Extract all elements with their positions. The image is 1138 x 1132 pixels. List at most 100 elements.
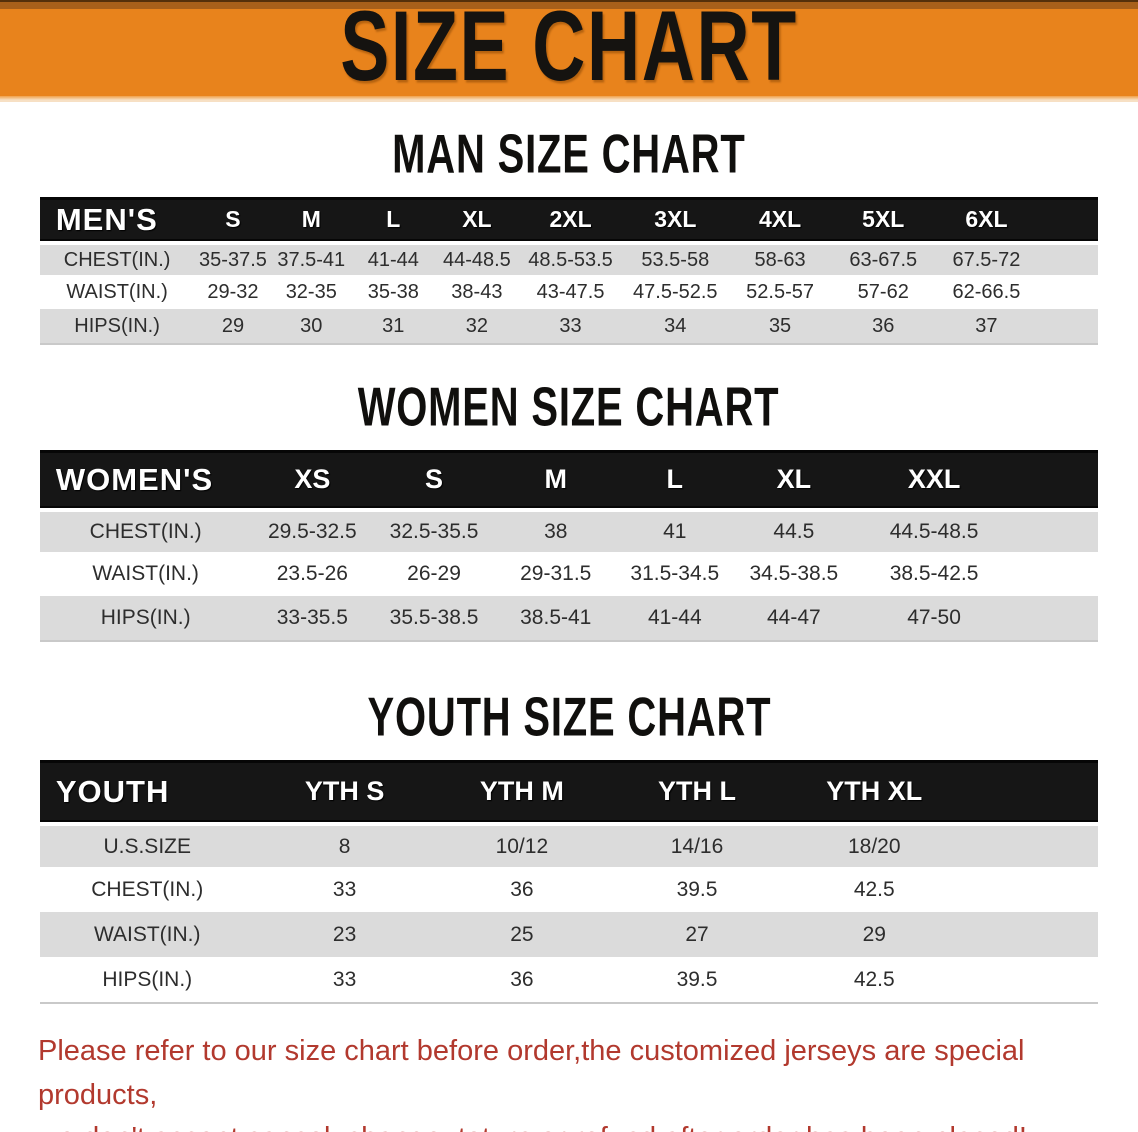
men-cell-r2-c6: 35 bbox=[727, 309, 833, 343]
men-cell-r1-c2: 35-38 bbox=[350, 275, 436, 309]
women-table-row-0: CHEST(IN.) 29.5-32.5 32.5-35.5 38 41 44.5 44.5… bbox=[39, 508, 1099, 552]
men-cell-r0-c2: 41-44 bbox=[350, 241, 436, 275]
men-size-column-header-1: M bbox=[271, 197, 351, 241]
men-size-column-header-7: 5XL bbox=[832, 197, 935, 241]
men-row-label-2: HIPS(IN.) bbox=[39, 309, 195, 343]
women-group-label: WOMEN'S bbox=[39, 450, 252, 508]
women-section-title: WOMEN SIZE CHART bbox=[0, 376, 1138, 438]
men-cell-r0-c8: 67.5-72 bbox=[934, 241, 1039, 275]
youth-cell-r3-c0: 33 bbox=[254, 957, 435, 1002]
size-chart-banner: SIZE CHART bbox=[0, 0, 1138, 102]
youth-cell-r0-c3: 18/20 bbox=[784, 822, 964, 867]
youth-header-row: YOUTH YTH S YTH M YTH L YTH XL bbox=[39, 760, 1099, 822]
youth-row-spacer-3 bbox=[963, 957, 1099, 1002]
youth-row-label-1: CHEST(IN.) bbox=[39, 867, 255, 912]
men-cell-r1-c7: 57-62 bbox=[832, 275, 935, 309]
men-cell-r1-c6: 52.5-57 bbox=[727, 275, 833, 309]
youth-header-spacer bbox=[963, 760, 1099, 822]
men-cell-r2-c8: 37 bbox=[934, 309, 1039, 343]
men-row-label-1: WAIST(IN.) bbox=[39, 275, 195, 309]
youth-table-row-0: U.S.SIZE 8 10/12 14/16 18/20 bbox=[39, 822, 1099, 867]
youth-size-table: YOUTH YTH S YTH M YTH L YTH XL U.S.SIZE 8 10/12… bbox=[39, 760, 1099, 1004]
women-cell-r2-c5: 47-50 bbox=[854, 596, 1014, 640]
youth-cell-r0-c1: 10/12 bbox=[434, 822, 610, 867]
men-cell-r1-c1: 32-35 bbox=[271, 275, 351, 309]
men-cell-r0-c6: 58-63 bbox=[727, 241, 833, 275]
youth-section-title-text: YOUTH SIZE CHART bbox=[367, 686, 771, 748]
youth-cell-r1-c0: 33 bbox=[254, 867, 435, 912]
women-size-column-header-4: XL bbox=[733, 450, 855, 508]
youth-cell-r2-c2: 27 bbox=[609, 912, 785, 957]
youth-table-row-3: HIPS(IN.) 33 36 39.5 42.5 bbox=[39, 957, 1099, 1002]
men-cell-r1-c3: 38-43 bbox=[435, 275, 519, 309]
youth-row-label-0: U.S.SIZE bbox=[39, 822, 255, 867]
women-size-column-header-0: XS bbox=[251, 450, 374, 508]
men-size-column-header-2: L bbox=[350, 197, 436, 241]
women-row-spacer-0 bbox=[1013, 508, 1099, 552]
youth-cell-r2-c1: 25 bbox=[434, 912, 610, 957]
women-row-label-2: HIPS(IN.) bbox=[39, 596, 252, 640]
women-cell-r2-c4: 44-47 bbox=[733, 596, 855, 640]
men-section-title-text: MAN SIZE CHART bbox=[392, 123, 746, 185]
men-header-spacer bbox=[1038, 197, 1099, 241]
men-cell-r2-c5: 34 bbox=[622, 309, 728, 343]
women-cell-r1-c1: 26-29 bbox=[373, 552, 495, 596]
women-size-table: WOMEN'S XS S M L XL XXL CHEST(IN.) 29.5-32.5 32.5… bbox=[39, 450, 1099, 642]
women-cell-r1-c5: 38.5-42.5 bbox=[854, 552, 1014, 596]
women-row-label-0: CHEST(IN.) bbox=[39, 508, 252, 552]
men-cell-r0-c4: 48.5-53.5 bbox=[518, 241, 623, 275]
youth-cell-r3-c2: 39.5 bbox=[609, 957, 785, 1002]
men-cell-r2-c1: 30 bbox=[271, 309, 351, 343]
youth-size-column-header-0: YTH S bbox=[254, 760, 435, 822]
men-cell-r2-c2: 31 bbox=[350, 309, 436, 343]
men-cell-r1-c0: 29-32 bbox=[194, 275, 272, 309]
men-cell-r0-c7: 63-67.5 bbox=[832, 241, 935, 275]
banner-title: SIZE CHART bbox=[340, 0, 798, 102]
youth-row-spacer-2 bbox=[963, 912, 1099, 957]
men-row-spacer-2 bbox=[1038, 309, 1099, 343]
women-section-title-text: WOMEN SIZE CHART bbox=[358, 376, 780, 438]
men-section-title: MAN SIZE CHART bbox=[0, 123, 1138, 185]
women-row-spacer-1 bbox=[1013, 552, 1099, 596]
men-cell-r0-c0: 35-37.5 bbox=[194, 241, 272, 275]
men-row-spacer-1 bbox=[1038, 275, 1099, 309]
youth-row-spacer-0 bbox=[963, 822, 1099, 867]
men-table-row-0: CHEST(IN.) 35-37.5 37.5-41 41-44 44-48.5 48.5… bbox=[39, 241, 1099, 275]
women-header-spacer bbox=[1013, 450, 1099, 508]
men-size-column-header-0: S bbox=[194, 197, 272, 241]
women-cell-r1-c2: 29-31.5 bbox=[494, 552, 617, 596]
youth-cell-r3-c1: 36 bbox=[434, 957, 610, 1002]
women-row-label-1: WAIST(IN.) bbox=[39, 552, 252, 596]
women-table-row-2: HIPS(IN.) 33-35.5 35.5-38.5 38.5-41 41-44 44-… bbox=[39, 596, 1099, 640]
women-cell-r0-c4: 44.5 bbox=[733, 508, 855, 552]
men-table-row-2: HIPS(IN.) 29 30 31 32 33 34 35 36 37 bbox=[39, 309, 1099, 343]
women-size-column-header-2: M bbox=[494, 450, 617, 508]
youth-table-row-2: WAIST(IN.) 23 25 27 29 bbox=[39, 912, 1099, 957]
youth-group-label: YOUTH bbox=[39, 760, 255, 822]
women-size-column-header-3: L bbox=[616, 450, 733, 508]
men-cell-r2-c7: 36 bbox=[832, 309, 935, 343]
men-table-row-1: WAIST(IN.) 29-32 32-35 35-38 38-43 43-47.5 47.… bbox=[39, 275, 1099, 309]
women-cell-r0-c1: 32.5-35.5 bbox=[373, 508, 495, 552]
youth-size-column-header-1: YTH M bbox=[434, 760, 610, 822]
youth-cell-r2-c3: 29 bbox=[784, 912, 964, 957]
women-cell-r1-c3: 31.5-34.5 bbox=[616, 552, 733, 596]
youth-cell-r1-c1: 36 bbox=[434, 867, 610, 912]
women-cell-r1-c4: 34.5-38.5 bbox=[733, 552, 855, 596]
women-cell-r2-c1: 35.5-38.5 bbox=[373, 596, 495, 640]
men-size-column-header-4: 2XL bbox=[518, 197, 623, 241]
women-size-column-header-5: XXL bbox=[854, 450, 1014, 508]
order-notice-line2: we don't accept cancel, change, teturn o… bbox=[38, 1117, 1100, 1132]
order-notice: Please refer to our size chart before or… bbox=[38, 1030, 1100, 1132]
youth-cell-r0-c2: 14/16 bbox=[609, 822, 785, 867]
youth-row-label-2: WAIST(IN.) bbox=[39, 912, 255, 957]
youth-section-title: YOUTH SIZE CHART bbox=[0, 686, 1138, 748]
women-cell-r0-c3: 41 bbox=[616, 508, 733, 552]
youth-cell-r1-c3: 42.5 bbox=[784, 867, 964, 912]
men-size-column-header-6: 4XL bbox=[727, 197, 833, 241]
youth-cell-r1-c2: 39.5 bbox=[609, 867, 785, 912]
youth-cell-r0-c0: 8 bbox=[254, 822, 435, 867]
women-header-row: WOMEN'S XS S M L XL XXL bbox=[39, 450, 1099, 508]
men-size-column-header-5: 3XL bbox=[622, 197, 728, 241]
men-cell-r2-c0: 29 bbox=[194, 309, 272, 343]
